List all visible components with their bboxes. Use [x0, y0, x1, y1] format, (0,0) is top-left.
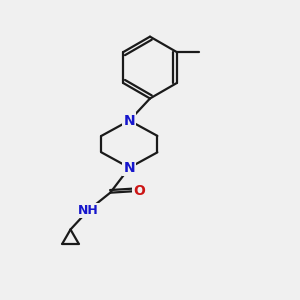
- Text: O: O: [133, 184, 145, 198]
- Text: NH: NH: [78, 204, 98, 217]
- Text: N: N: [124, 114, 135, 128]
- Text: N: N: [124, 161, 135, 175]
